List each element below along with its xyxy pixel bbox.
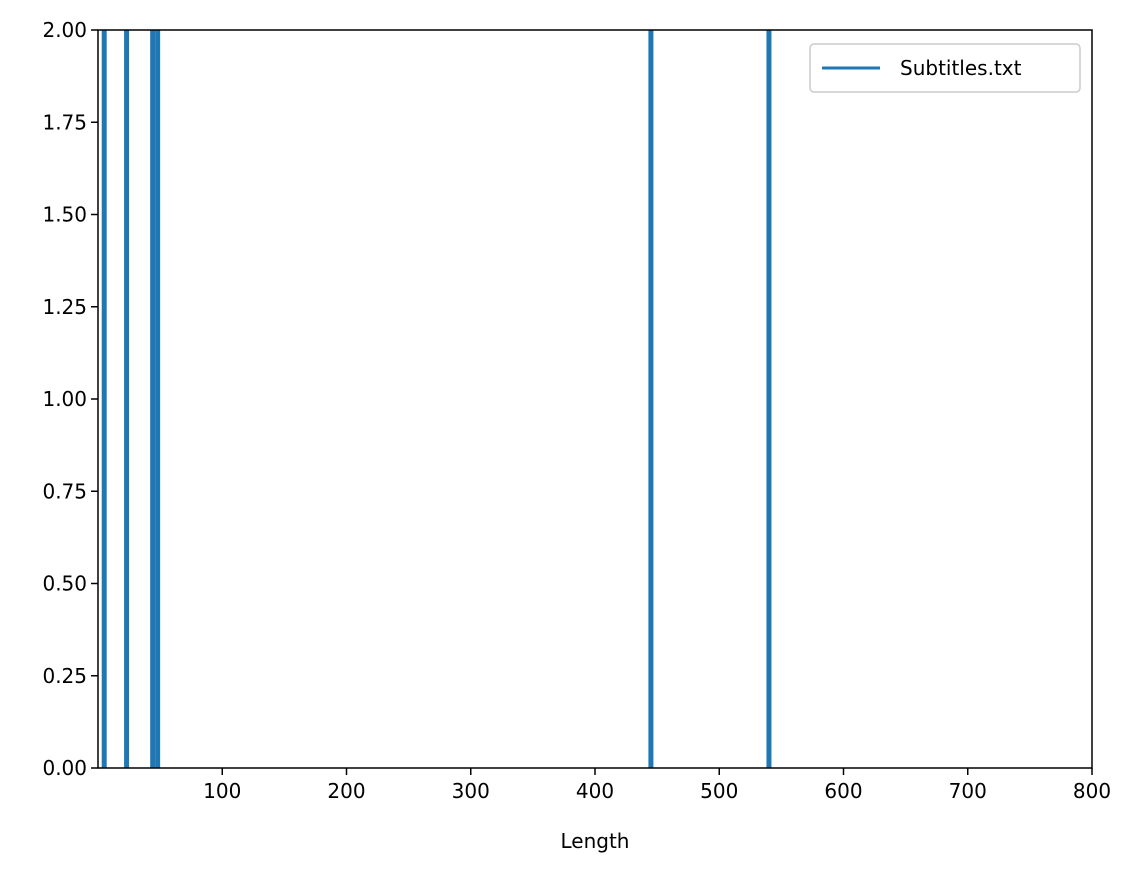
- x-tick-label: 600: [824, 779, 862, 803]
- histogram-bar: [150, 30, 156, 768]
- legend: Subtitles.txt: [809, 43, 1081, 93]
- histogram-bar: [155, 30, 161, 768]
- plot-area: [98, 30, 1092, 768]
- series-layer: [101, 30, 772, 768]
- x-tick-label: 200: [327, 779, 365, 803]
- legend-label: Subtitles.txt: [900, 56, 1022, 80]
- y-tick-label: 1.50: [42, 203, 87, 227]
- x-tick-label: 100: [203, 779, 241, 803]
- y-tick-label: 1.00: [42, 387, 87, 411]
- y-tick-label: 0.25: [42, 664, 87, 688]
- x-tick-label: 300: [452, 779, 490, 803]
- x-tick-label: 500: [700, 779, 738, 803]
- y-tick-label: 0.50: [42, 572, 87, 596]
- histogram-bar: [766, 30, 772, 768]
- histogram-bar: [124, 30, 130, 768]
- histogram-bar: [648, 30, 654, 768]
- x-tick-label: 400: [576, 779, 614, 803]
- y-tick-label: 1.25: [42, 295, 87, 319]
- y-tick-label: 0.00: [42, 756, 87, 780]
- histogram-bar: [101, 30, 107, 768]
- x-tick-label: 800: [1073, 779, 1111, 803]
- x-axis-title: Length: [561, 829, 630, 853]
- y-tick-label: 2.00: [42, 18, 87, 42]
- x-tick-label: 700: [949, 779, 987, 803]
- axes-layer: 100 200 300 400 500 600 700 800 0.00 0.25 0.50 0.75…: [42, 18, 1111, 803]
- legend-box: [809, 43, 1081, 93]
- plot-background: [98, 30, 1092, 768]
- y-tick-label: 0.75: [42, 479, 87, 503]
- y-tick-label: 1.75: [42, 110, 87, 134]
